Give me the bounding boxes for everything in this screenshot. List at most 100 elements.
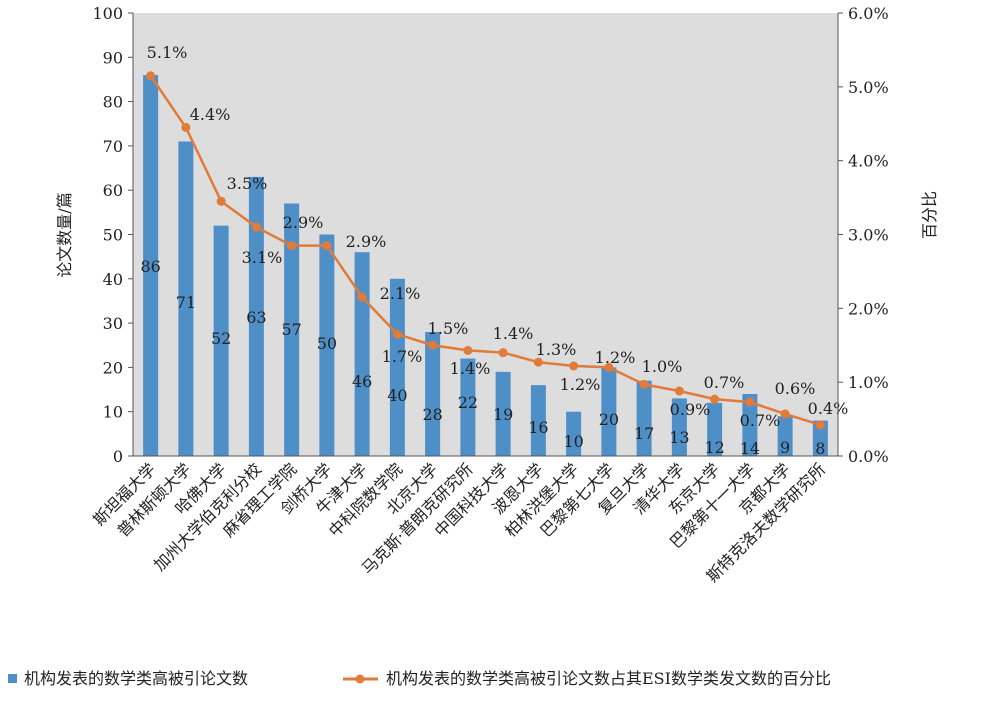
bar-value-label: 20	[599, 410, 619, 429]
bar	[143, 75, 159, 457]
y2-tick-label: 5.0%	[848, 78, 889, 97]
percent-point	[216, 196, 226, 206]
bar	[284, 203, 300, 456]
bar-value-label: 57	[281, 320, 301, 339]
legend-bar-swatch	[8, 674, 17, 683]
legend: 机构发表的数学类高被引论文数 机构发表的数学类高被引论文数占其ESI数学类发文数…	[8, 669, 831, 688]
percent-label: 0.7%	[740, 411, 781, 430]
bar	[319, 234, 335, 456]
percent-label: 1.2%	[595, 348, 636, 367]
y-tick-label: 20	[103, 358, 123, 377]
percent-point	[639, 379, 649, 389]
percent-label: 4.4%	[190, 105, 231, 124]
bar-value-label: 28	[422, 405, 442, 424]
percent-point	[533, 357, 543, 367]
y-tick-label: 40	[103, 270, 123, 289]
percent-label: 5.1%	[147, 43, 188, 62]
bar	[742, 393, 758, 456]
bar-value-label: 40	[387, 386, 407, 405]
bar-value-label: 12	[704, 438, 724, 457]
percent-label: 0.6%	[775, 379, 816, 398]
bar-value-label: 14	[740, 439, 760, 458]
bar	[178, 141, 194, 456]
y-tick-label: 70	[103, 137, 123, 156]
bar-value-label: 46	[352, 372, 372, 391]
bar	[601, 367, 617, 456]
percent-point	[674, 386, 684, 396]
bar	[671, 398, 687, 456]
bar-value-label: 13	[669, 428, 689, 447]
bar-value-label: 63	[246, 308, 266, 327]
legend-line-marker	[355, 674, 365, 684]
bar-value-label: 22	[458, 393, 478, 412]
y2-tick-label: 6.0%	[848, 4, 889, 23]
y2-tick-label: 4.0%	[848, 152, 889, 171]
percent-label: 1.5%	[428, 319, 469, 338]
bar	[460, 358, 476, 456]
y-tick-label: 80	[103, 93, 123, 112]
bar-value-label: 86	[140, 257, 160, 276]
bar-value-label: 8	[815, 439, 825, 458]
legend-line-label: 机构发表的数学类高被引论文数占其ESI数学类发文数的百分比	[386, 669, 831, 688]
percent-label: 2.9%	[346, 232, 387, 251]
y-tick-label: 90	[103, 48, 123, 67]
bar	[566, 411, 582, 456]
percent-label: 1.4%	[493, 324, 534, 343]
percent-point	[710, 394, 720, 404]
y-tick-label: 0	[113, 447, 123, 466]
percent-point	[146, 71, 156, 81]
percent-line	[149, 75, 821, 427]
bar	[425, 331, 441, 456]
percent-point	[745, 397, 755, 407]
bar-value-label: 52	[211, 329, 231, 348]
percent-label: 3.5%	[227, 174, 268, 193]
bar-value-label: 10	[563, 432, 583, 451]
percent-label: 2.1%	[380, 284, 421, 303]
percent-point	[569, 361, 579, 371]
percent-point	[604, 362, 614, 372]
bar-value-label: 71	[176, 293, 196, 312]
percent-label: 0.4%	[808, 399, 849, 418]
bar	[812, 420, 828, 456]
percent-point	[463, 345, 473, 355]
bar	[248, 176, 264, 456]
bar	[707, 402, 723, 456]
bar-value-label: 17	[634, 424, 654, 443]
y-tick-label: 10	[103, 403, 123, 422]
bar	[530, 385, 546, 456]
percent-point	[251, 222, 261, 232]
bar	[354, 252, 370, 456]
percent-label: 0.9%	[670, 400, 711, 419]
bar-value-label: 50	[317, 334, 337, 353]
percent-point	[322, 241, 332, 251]
percent-point	[181, 122, 191, 132]
bar-value-label: 16	[528, 418, 548, 437]
percent-label: 1.3%	[536, 340, 577, 359]
percent-label: 1.2%	[560, 375, 601, 394]
percent-point	[357, 292, 367, 302]
percent-point	[428, 340, 438, 350]
bar	[777, 416, 793, 456]
percent-label: 1.0%	[642, 357, 683, 376]
percent-label: 0.7%	[704, 373, 745, 392]
percent-point	[780, 409, 790, 419]
bar	[495, 371, 511, 456]
percent-point	[815, 420, 825, 430]
percent-point	[287, 241, 297, 251]
bar	[389, 278, 405, 456]
y-tick-label: 60	[103, 181, 123, 200]
bar	[636, 380, 652, 456]
y2-tick-label: 0.0%	[848, 447, 889, 466]
bar-value-label: 19	[493, 405, 513, 424]
percent-label: 1.7%	[382, 347, 423, 366]
y-tick-label: 30	[103, 314, 123, 333]
percent-label: 3.1%	[242, 248, 283, 267]
y2-tick-label: 3.0%	[848, 226, 889, 245]
bar	[213, 225, 229, 456]
legend-bar-label: 机构发表的数学类高被引论文数	[24, 669, 248, 688]
y-axis-title: 论文数量/篇	[55, 192, 74, 277]
bar-value-label: 9	[780, 438, 790, 457]
percent-label: 1.4%	[450, 359, 491, 378]
y-tick-label: 100	[92, 4, 123, 23]
